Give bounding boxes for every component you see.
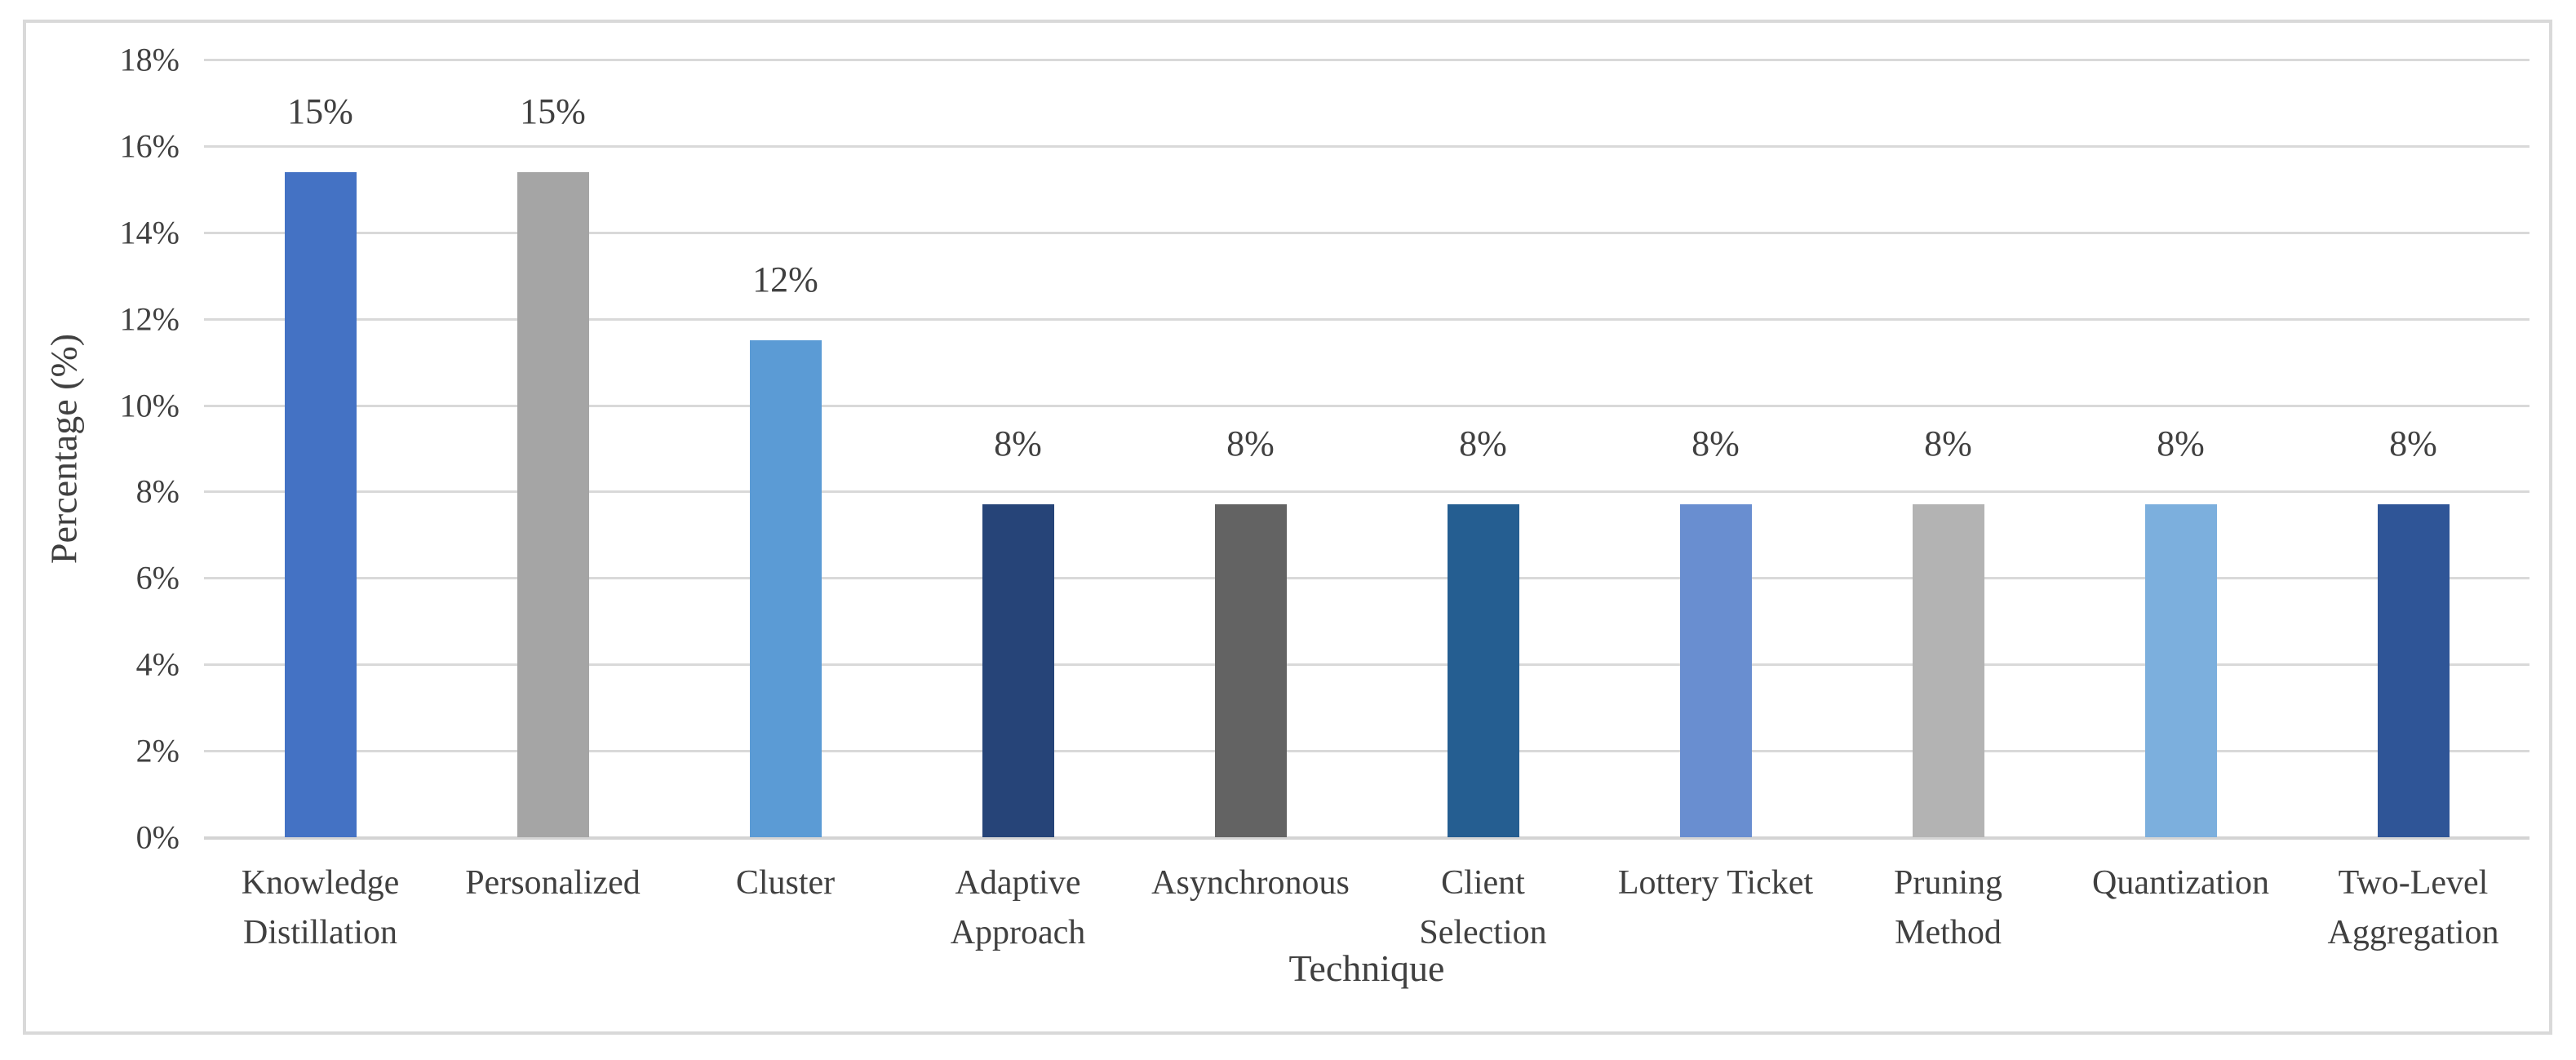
x-category-label-client-selection: Client Selection [1419,864,1547,951]
bar-personalized [517,171,589,837]
y-tick-label-10: 10% [119,387,180,424]
x-category-label-knowledge-distillation: Knowledge Distillation [241,864,400,951]
bar-asynchronous [1214,504,1287,837]
gridline-4% [204,663,2529,667]
bar-client-selection [1447,504,1519,837]
gridline-6% [204,577,2529,580]
bar-value-label-knowledge-distillation: 15% [287,91,353,131]
x-category-label-asynchronous: Asynchronous [1151,864,1350,902]
y-tick-label-16: 16% [119,127,180,165]
y-tick-label-2: 2% [135,732,180,769]
gridline-8% [204,490,2529,494]
bar-value-label-two-level-aggregation: 8% [2389,424,2437,464]
bar-knowledge-distillation [284,171,357,837]
gridline-14% [204,231,2529,234]
y-tick-label-14: 14% [119,214,180,251]
bar-adaptive-approach [982,504,1054,837]
x-category-label-two-level-aggregation: Two-Level Aggregation [2327,864,2499,951]
x-axis-line [204,836,2529,840]
x-category-label-quantization: Quantization [2092,864,2269,902]
x-category-label-pruning-method: Pruning Method [1893,864,2002,951]
x-category-label-cluster: Cluster [735,864,836,902]
bar-value-label-adaptive-approach: 8% [994,424,1042,464]
y-tick-label-0: 0% [135,818,180,856]
bar-lottery-ticket [1679,504,1752,837]
y-tick-label-6: 6% [135,559,180,597]
bar-value-label-pruning-method: 8% [1924,424,1972,464]
bar-value-label-client-selection: 8% [1459,424,1507,464]
gridline-16% [204,144,2529,148]
bar-value-label-personalized: 15% [520,91,586,131]
bar-value-label-asynchronous: 8% [1226,424,1275,464]
bar-cluster [749,340,822,837]
gridline-12% [204,317,2529,321]
y-tick-label-18: 18% [119,41,180,78]
gridline-18% [204,59,2529,61]
bar-value-label-quantization: 8% [2157,424,2205,464]
bar-quantization [2144,504,2217,837]
bar-value-label-cluster: 12% [752,259,818,300]
bar-two-level-aggregation [2377,504,2450,837]
x-category-label-personalized: Personalized [465,864,641,902]
y-tick-label-4: 4% [135,645,180,683]
bar-value-label-lottery-ticket: 8% [1691,424,1740,464]
gridline-10% [204,404,2529,407]
x-axis-title: Technique [1288,947,1445,989]
y-tick-label-8: 8% [135,472,180,510]
y-axis-title: Percentage (%) [42,333,85,565]
y-tick-label-12: 12% [119,300,180,338]
bar-pruning-method [1912,504,1984,837]
x-category-label-lottery-ticket: Lottery Ticket [1617,864,1814,902]
x-category-label-adaptive-approach: Adaptive Approach [950,864,1086,951]
gridline-2% [204,750,2529,753]
chart-frame [23,20,2552,1035]
